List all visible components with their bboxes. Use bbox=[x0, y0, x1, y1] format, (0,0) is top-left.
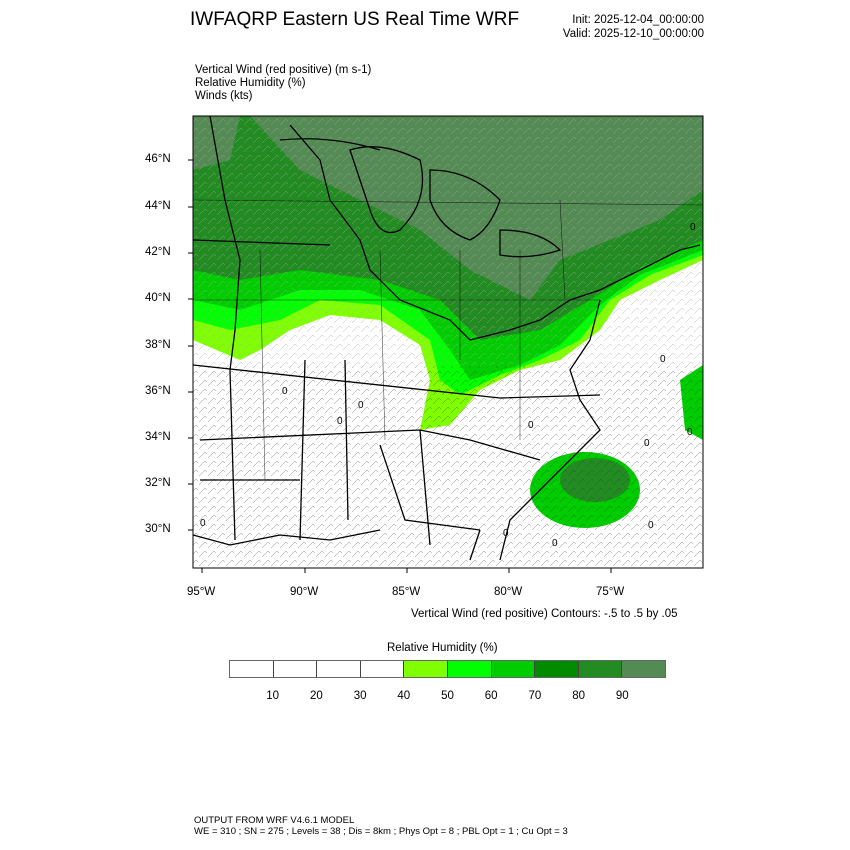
contour-label: 0 bbox=[337, 416, 343, 427]
colorbar-cell bbox=[403, 661, 447, 677]
plot-title: IWFAQRP Eastern US Real Time WRF bbox=[190, 9, 520, 30]
contour-label: 0 bbox=[687, 427, 693, 438]
contour-label: 0 bbox=[200, 518, 206, 529]
colorbar-cell bbox=[359, 661, 404, 677]
colorbar-label: 60 bbox=[484, 690, 498, 702]
lat-tick: 34°N bbox=[145, 431, 171, 443]
state-lines bbox=[193, 199, 703, 481]
footer: OUTPUT FROM WRF V4.6.1 MODEL WE = 310 ; … bbox=[194, 815, 568, 837]
colorbar-label: 70 bbox=[528, 690, 542, 702]
colorbar bbox=[229, 660, 666, 678]
footer-model: OUTPUT FROM WRF V4.6.1 MODEL bbox=[194, 815, 355, 826]
lat-tick: 42°N bbox=[145, 246, 171, 258]
lon-tick: 75°W bbox=[596, 586, 625, 598]
colorbar-label: 80 bbox=[572, 690, 585, 702]
lat-tick: 36°N bbox=[145, 385, 171, 397]
lon-tick: 95°W bbox=[187, 586, 216, 598]
lat-tick: 32°N bbox=[145, 477, 171, 489]
lon-tick: 80°W bbox=[494, 586, 523, 598]
boundaries bbox=[193, 116, 701, 561]
colorbar-cell bbox=[490, 661, 535, 677]
footer-config: WE = 310 ; SN = 275 ; Levels = 38 ; Dis … bbox=[194, 826, 568, 837]
lat-tick: 40°N bbox=[145, 292, 171, 304]
lat-tick: 30°N bbox=[145, 523, 171, 535]
colorbar-cell bbox=[316, 661, 360, 677]
colorbar-cell bbox=[577, 661, 622, 677]
lat-tick: 46°N bbox=[145, 153, 171, 165]
contour-label: 0 bbox=[358, 400, 364, 411]
field-relative-humidity: Relative Humidity (%) bbox=[195, 77, 306, 89]
colorbar-label: 50 bbox=[441, 690, 454, 702]
init-time: Init: 2025-12-04_00:00:00 bbox=[572, 14, 704, 26]
lat-tick: 44°N bbox=[145, 200, 171, 212]
colorbar-label: 90 bbox=[615, 690, 629, 702]
contour-label: 0 bbox=[552, 538, 558, 549]
contour-label: 0 bbox=[648, 520, 654, 531]
contour-label: 0 bbox=[644, 438, 650, 449]
colorbar-cell bbox=[621, 661, 665, 677]
colorbar-label: 10 bbox=[266, 690, 280, 702]
lon-tick: 85°W bbox=[392, 586, 421, 598]
lon-tick: 90°W bbox=[290, 586, 319, 598]
contour-label: 0 bbox=[282, 386, 288, 397]
valid-time: Valid: 2025-12-10_00:00:00 bbox=[562, 28, 704, 40]
colorbar-cell bbox=[272, 661, 317, 677]
map-frame bbox=[192, 115, 704, 569]
colorbar-title: Relative Humidity (%) bbox=[387, 642, 498, 654]
contour-label: 0 bbox=[528, 420, 534, 431]
colorbar-cell bbox=[534, 661, 578, 677]
colorbar-cell bbox=[446, 661, 491, 677]
field-list: Vertical Wind (red positive) (m s-1) Rel… bbox=[195, 64, 371, 103]
wind-barbs-white bbox=[193, 116, 703, 366]
contour-label: 0 bbox=[660, 354, 666, 365]
contour-info: Vertical Wind (red positive) Contours: -… bbox=[411, 608, 678, 620]
colorbar-cell bbox=[230, 661, 273, 677]
time-info: Init: 2025-12-04_00:00:00 Valid: 2025-12… bbox=[563, 13, 704, 41]
contour-label: 0 bbox=[503, 528, 509, 539]
colorbar-label: 20 bbox=[309, 690, 323, 702]
lat-tick: 38°N bbox=[145, 339, 171, 351]
field-winds: Winds (kts) bbox=[195, 90, 253, 102]
tick-marks bbox=[188, 159, 612, 573]
colorbar-label: 40 bbox=[397, 690, 411, 702]
contour-label: 0 bbox=[690, 222, 696, 233]
colorbar-label: 30 bbox=[353, 690, 367, 702]
field-vertical-wind: Vertical Wind (red positive) (m s-1) bbox=[195, 64, 372, 76]
